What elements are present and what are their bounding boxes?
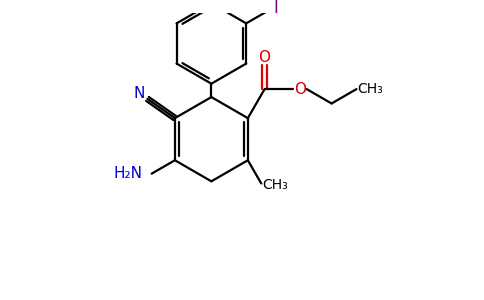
Text: CH₃: CH₃ <box>357 82 383 96</box>
Text: H₂N: H₂N <box>113 166 142 181</box>
Text: O: O <box>258 50 271 65</box>
Text: O: O <box>294 82 306 97</box>
Text: I: I <box>273 0 278 17</box>
Text: CH₃: CH₃ <box>262 178 287 192</box>
Text: N: N <box>134 86 145 101</box>
